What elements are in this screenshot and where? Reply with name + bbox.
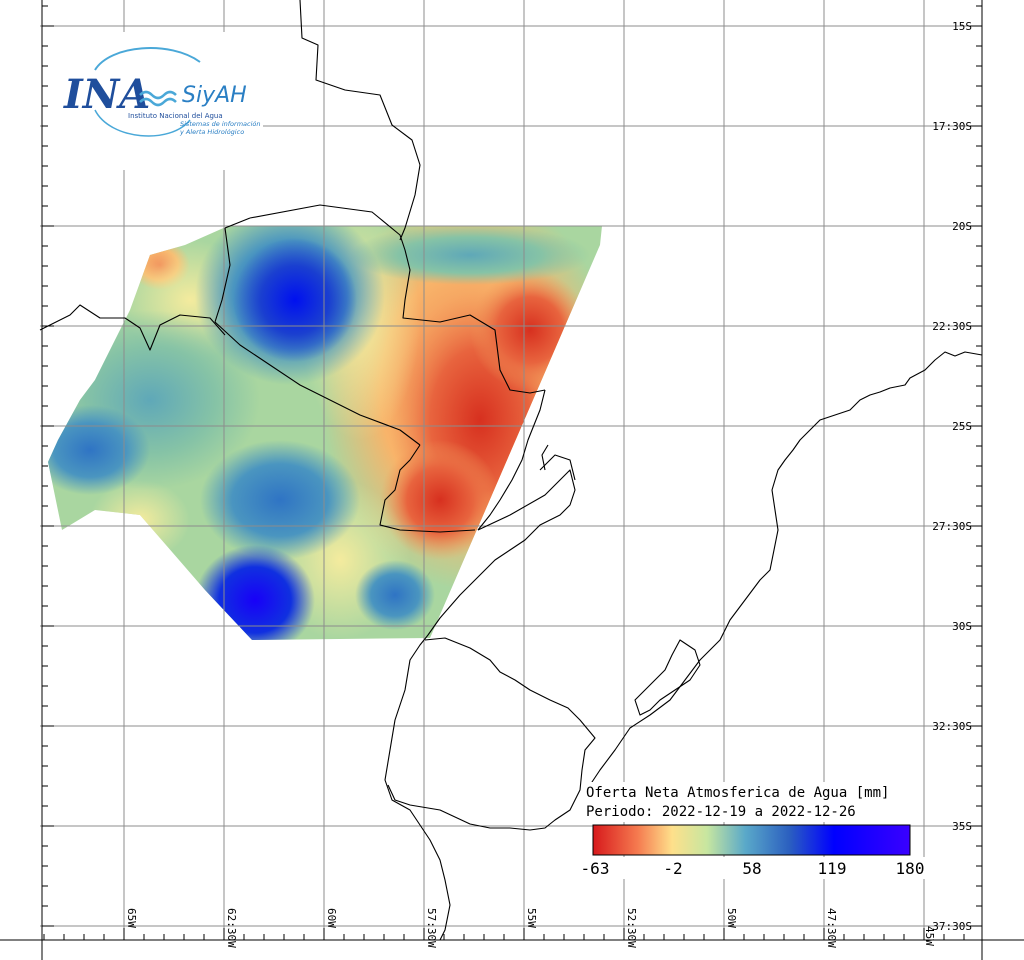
logo-wave-icon [139,90,177,100]
legend-tick: 180 [896,859,925,878]
legend-tick: 119 [818,859,847,878]
lon-label: 45W [923,926,936,946]
logo-subtitle-2: y Alerta Hidrológico [179,128,244,136]
lon-label: 52:30W [625,908,638,948]
lat-label: 37:30S [932,920,972,933]
legend-period: Periodo: 2022-12-19 a 2022-12-26 [586,804,856,820]
lon-label: 57:30W [425,908,438,948]
lat-label: 22:30S [932,320,972,333]
legend-tick: -2 [663,859,682,878]
lon-label: 60W [325,908,338,928]
political-boundaries [39,0,983,941]
logo-arc-icon [94,47,201,71]
lat-label: 35S [952,820,972,833]
lon-label: 55W [525,908,538,928]
ina-siyah-logo: INA SiyAH Instituto Nacional del Agua Si… [48,32,263,170]
legend: Oferta Neta Atmosferica de Agua [mm] Per… [570,782,940,879]
precipitation-field [48,226,602,640]
lat-labels: 15S 17:30S 20S 22:30S 25S 27:30S 30S 32:… [932,20,972,933]
lat-label: 27:30S [932,520,972,533]
legend-colorbar [592,824,911,856]
lon-label: 62:30W [225,908,238,948]
lon-label: 65W [125,908,138,928]
legend-title: Oferta Neta Atmosferica de Agua [mm] [586,785,889,801]
legend-tick: -63 [581,859,610,878]
logo-ina-text: INA [63,71,150,118]
logo-subtitle-1: Sistemas de información [180,120,260,128]
lat-label: 32:30S [932,720,972,733]
lat-label: 17:30S [932,120,972,133]
lat-label: 30S [952,620,972,633]
lat-label: 25S [952,420,972,433]
logo-institute-text: Instituto Nacional del Agua [128,112,223,120]
lat-label: 15S [952,20,972,33]
logo-siyah-text: SiyAH [182,83,247,108]
lon-labels: 65W 62:30W 60W 57:30W 55W 52:30W 50W 47:… [125,908,936,948]
lon-label: 47:30W [825,908,838,948]
legend-tick: 58 [742,859,761,878]
lon-label: 50W [725,908,738,928]
lat-label: 20S [952,220,972,233]
